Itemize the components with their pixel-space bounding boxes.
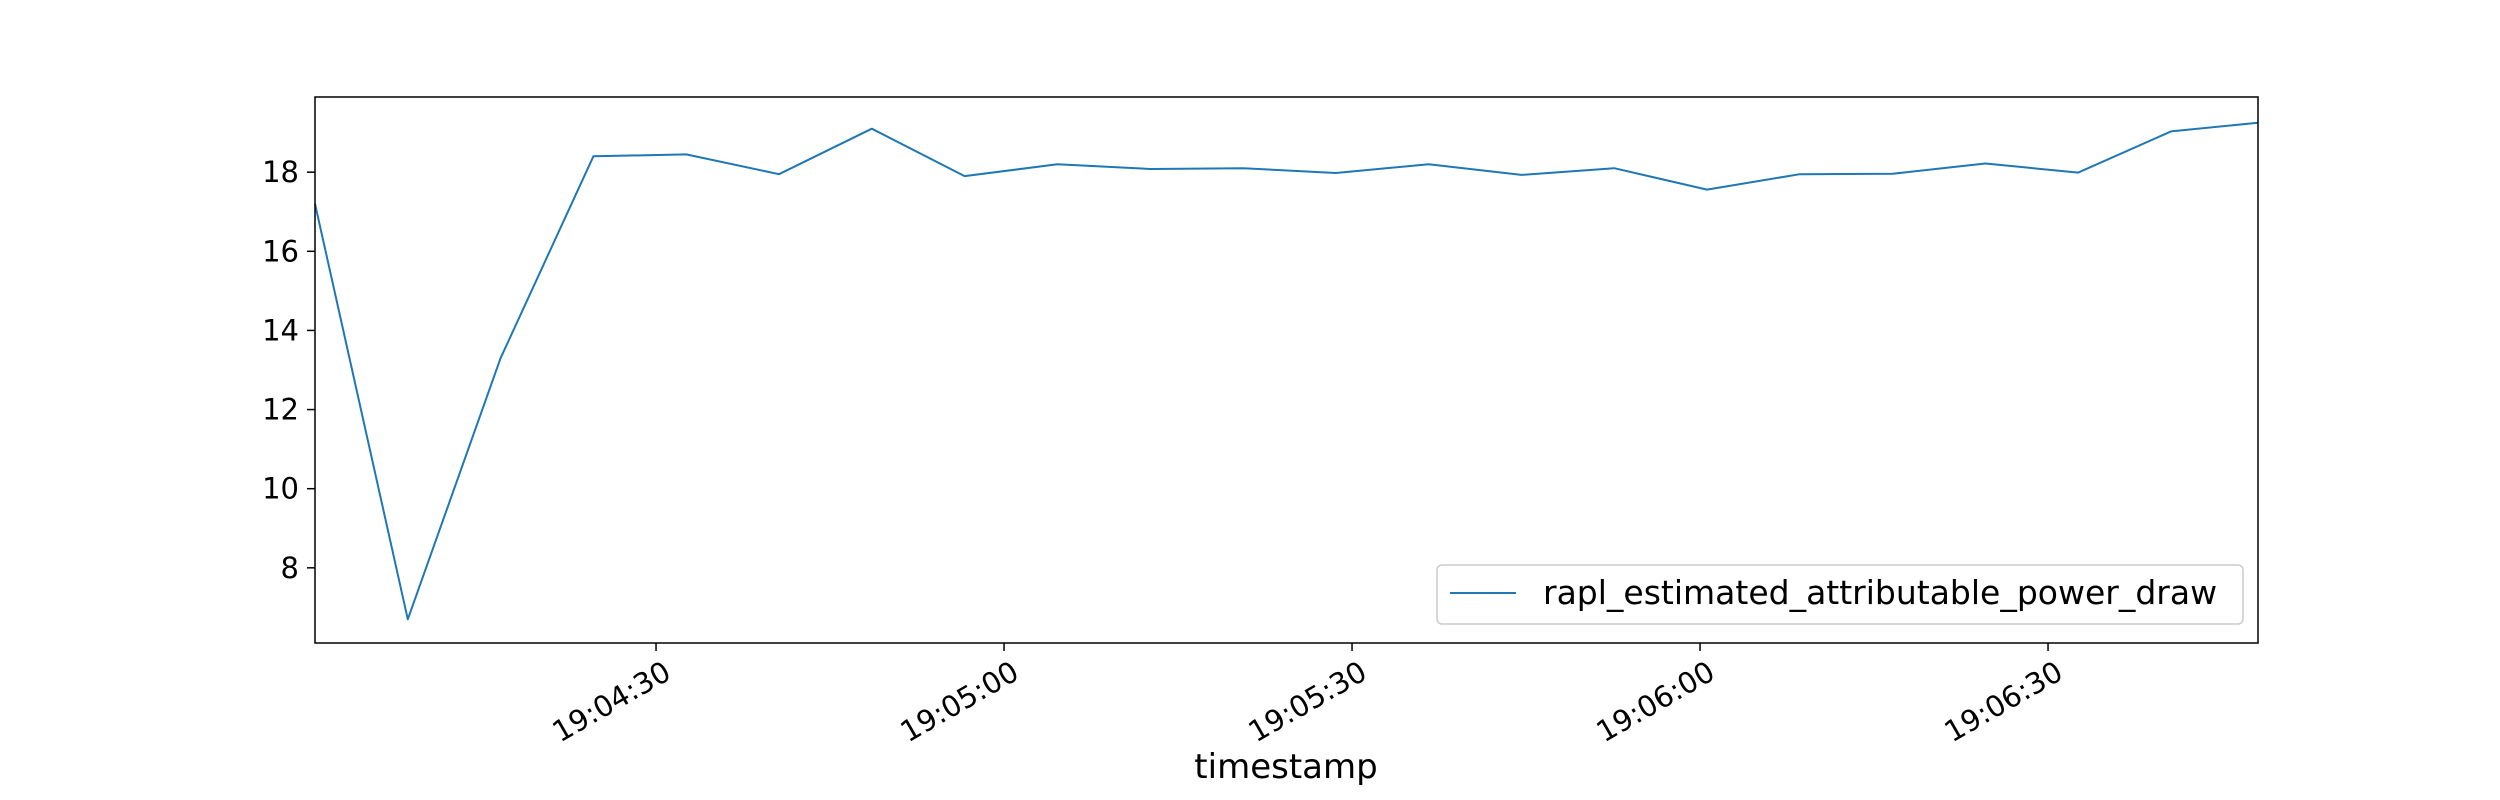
legend-box: [1436, 564, 2244, 625]
x-axis: 19:04:30 19:05:00 19:05:30 19:06:00 19:06:30: [547, 643, 2069, 749]
y-tick-label: 12: [262, 393, 299, 427]
plot-frame: [314, 96, 2259, 644]
y-tick-label: 16: [262, 234, 299, 268]
series-layer: [314, 121, 2259, 621]
y-tick-label: 10: [262, 472, 299, 506]
legend-label: rapl_estimated_attributable_power_draw: [1543, 573, 2217, 612]
x-tick-label: 19:05:30: [1243, 654, 1373, 749]
y-axis: 8 10 12 14 16 18: [262, 155, 315, 585]
y-tick-label: 8: [281, 551, 299, 585]
y-tick-label: 18: [262, 155, 299, 189]
x-tick-label: 19:06:30: [1939, 654, 2069, 749]
x-tick-label: 19:05:00: [895, 654, 1025, 749]
series-line: [314, 121, 2259, 621]
x-axis-title: timestamp: [1194, 747, 1377, 787]
x-tick-label: 19:04:30: [547, 654, 677, 749]
x-tick-label: 19:06:00: [1591, 654, 1721, 749]
y-tick-label: 14: [262, 313, 299, 347]
legend: rapl_estimated_attributable_power_draw: [1436, 564, 2244, 625]
